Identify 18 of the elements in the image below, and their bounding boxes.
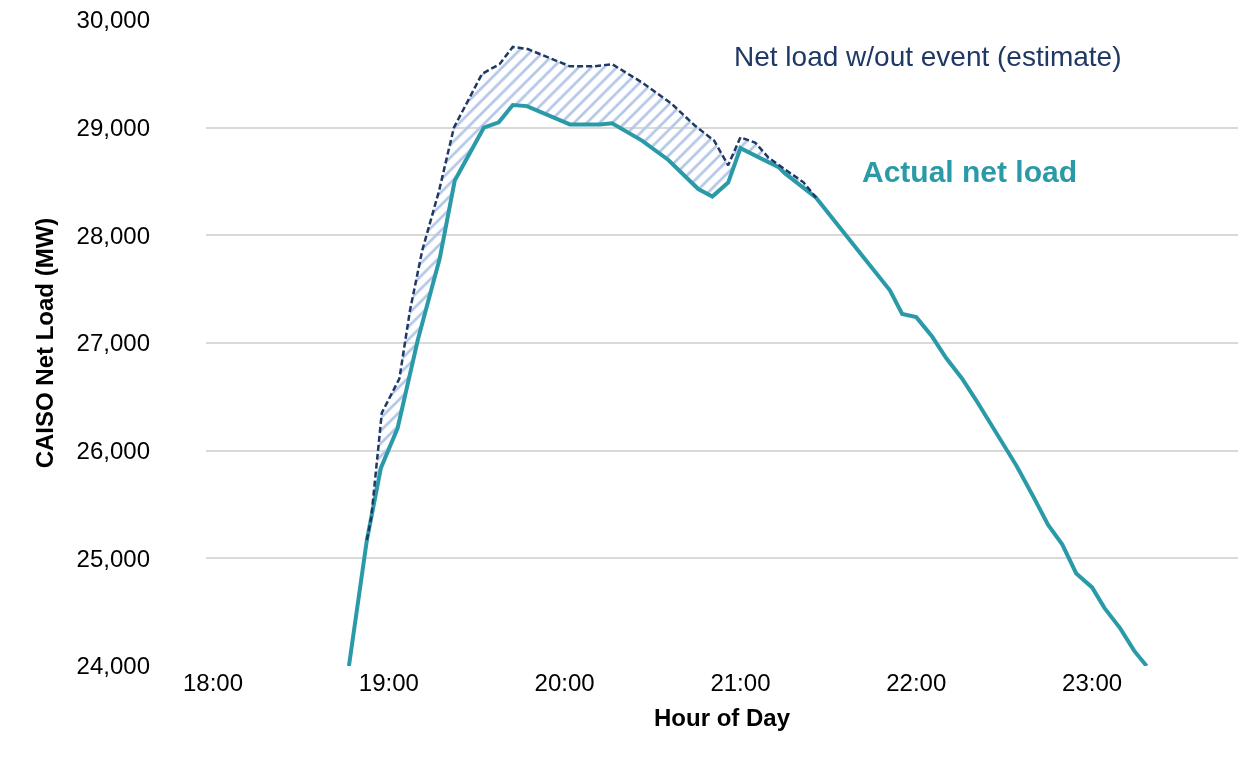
x-axis-title: Hour of Day — [653, 704, 791, 732]
y-tick-label: 29,000 — [76, 114, 150, 142]
y-tick-label: 30,000 — [76, 6, 150, 34]
x-tick-label: 22:00 — [886, 669, 947, 696]
series-label: Actual net load — [862, 155, 1078, 188]
y-tick-label: 24,000 — [76, 652, 150, 680]
y-axis-title: CAISO Net Load (MW) — [30, 217, 58, 469]
y-tick-label: 28,000 — [76, 221, 150, 249]
line-series — [346, 103, 1149, 666]
y-tick-label: 26,000 — [76, 437, 150, 465]
x-tick-label: 21:00 — [710, 669, 771, 696]
x-tick-label: 18:00 — [183, 669, 244, 696]
y-tick-label: 25,000 — [76, 544, 150, 572]
x-tick-label: 23:00 — [1062, 669, 1123, 696]
text: Net load w/out event (estimate) — [734, 41, 1122, 72]
x-tick-label: 20:00 — [534, 669, 595, 696]
x-tick-label: 19:00 — [358, 669, 419, 696]
y-tick-label: 27,000 — [76, 329, 150, 357]
